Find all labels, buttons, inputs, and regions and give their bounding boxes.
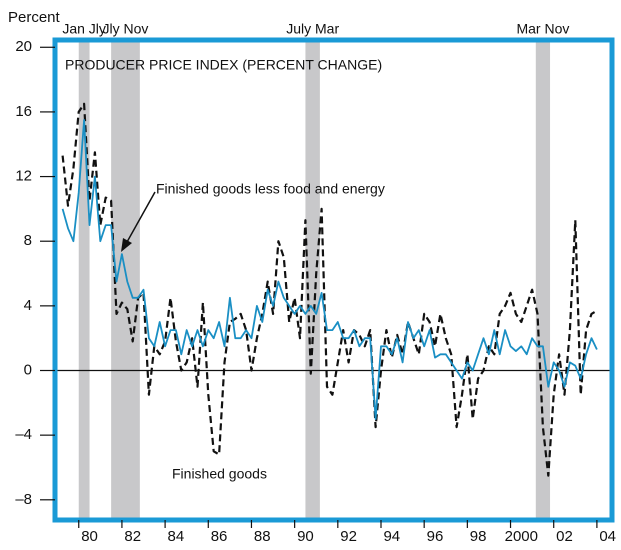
y-tick-label: –4 xyxy=(15,426,32,443)
y-tick-label: 0 xyxy=(24,361,32,378)
y-tick-label: 4 xyxy=(24,297,32,314)
recession-label: Jly Nov xyxy=(103,21,149,37)
annotation: Finished goods less food and energy xyxy=(156,181,385,197)
recession-label: July Mar xyxy=(286,21,339,37)
recession-bands xyxy=(78,40,551,520)
recession-band xyxy=(78,40,90,520)
annotation: Finished goods xyxy=(172,466,267,482)
x-tick-label: 92 xyxy=(340,528,357,545)
lines xyxy=(55,102,612,477)
y-tick-label: 8 xyxy=(24,232,32,249)
y-tick-label: 16 xyxy=(15,103,32,120)
x-tick-label: 86 xyxy=(211,528,228,545)
y-axis-label: Percent xyxy=(8,9,61,26)
recession-label: Mar Nov xyxy=(516,21,569,37)
series-line xyxy=(61,102,598,477)
x-tick-label: 88 xyxy=(254,528,271,545)
y-tick-label: –8 xyxy=(15,491,32,508)
x-tick-label: 02 xyxy=(556,528,573,545)
x-tick-label: 84 xyxy=(168,528,185,545)
chart-title: PRODUCER PRICE INDEX (PERCENT CHANGE) xyxy=(65,57,382,73)
x-tick-label: 04 xyxy=(599,528,616,545)
recession-label: Jan Jly xyxy=(62,21,106,37)
series-line xyxy=(61,119,598,420)
x-tick-label: 2000 xyxy=(505,528,538,545)
recession-band xyxy=(535,40,551,520)
x-tick-label: 98 xyxy=(470,528,487,545)
annotation-arrow xyxy=(126,191,156,243)
plot-frame xyxy=(52,37,615,523)
x-tick-label: 80 xyxy=(81,528,98,545)
y-tick-label: 12 xyxy=(15,168,32,185)
recession-band xyxy=(305,40,320,520)
x-tick-label: 96 xyxy=(427,528,444,545)
x-tick-label: 90 xyxy=(297,528,314,545)
y-tick-label: 20 xyxy=(15,38,32,55)
arrow-head xyxy=(121,238,132,252)
x-tick-label: 94 xyxy=(383,528,400,545)
x-tick-label: 82 xyxy=(124,528,141,545)
